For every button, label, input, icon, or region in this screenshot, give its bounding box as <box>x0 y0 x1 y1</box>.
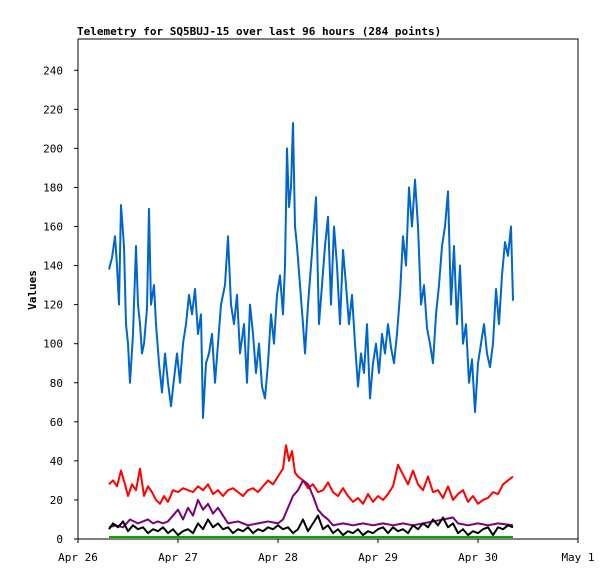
y-tick-label: 140 <box>43 260 63 273</box>
plot-area <box>77 38 579 540</box>
y-tick-label: 120 <box>43 299 63 312</box>
series-line-1 <box>108 121 514 419</box>
y-axis-label: Values <box>26 270 39 310</box>
x-tick-label: Apr 28 <box>258 551 298 564</box>
x-tick-label: Apr 30 <box>458 551 498 564</box>
y-tick-label: 160 <box>43 221 63 234</box>
x-tick-label: Apr 29 <box>358 551 398 564</box>
x-tick-label: Apr 27 <box>158 551 198 564</box>
series-layer <box>108 121 514 539</box>
y-tick-label: 80 <box>50 377 63 390</box>
y-tick-label: 20 <box>50 494 63 507</box>
y-axis: 0 20 40 60 80 100 120 140 160 180 200 220 240 <box>43 64 78 546</box>
y-tick-label: 40 <box>50 455 63 468</box>
y-tick-label: 100 <box>43 338 63 351</box>
y-tick-label: 60 <box>50 416 63 429</box>
y-tick-label: 200 <box>43 142 63 155</box>
x-tick-label: Apr 26 <box>58 551 98 564</box>
y-tick-label: 0 <box>56 533 63 546</box>
y-tick-label: 240 <box>43 64 63 77</box>
series-line-3 <box>108 479 514 529</box>
x-tick-label: May 1 <box>561 551 594 564</box>
series-line-2 <box>108 444 514 505</box>
x-axis: Apr 26 Apr 27 Apr 28 Apr 29 Apr 30 May 1 <box>58 539 595 564</box>
y-tick-label: 220 <box>43 103 63 116</box>
chart-title: Telemetry for SQ5BUJ-15 over last 96 hou… <box>77 25 441 38</box>
series-line-4 <box>108 514 514 537</box>
y-tick-label: 180 <box>43 181 63 194</box>
